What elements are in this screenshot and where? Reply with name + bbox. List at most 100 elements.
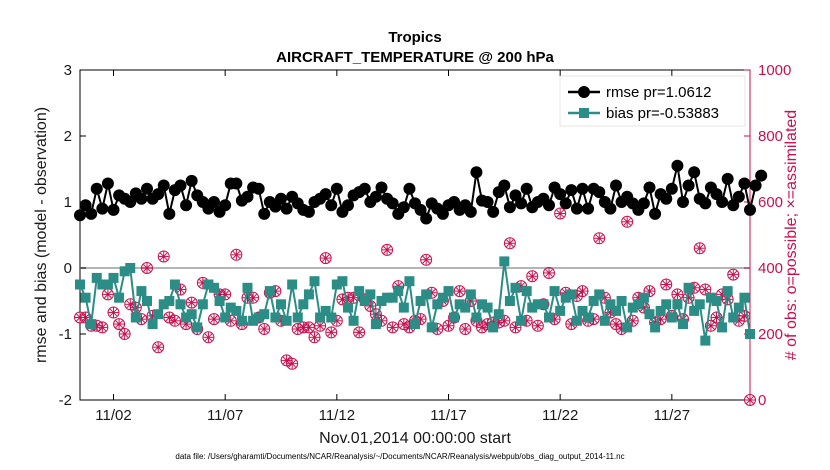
- obs-possible-circle: [381, 243, 394, 256]
- rmse-point: [649, 207, 662, 220]
- obs-possible-circle: [509, 321, 522, 334]
- bias-point: [460, 302, 471, 313]
- obs-possible-circle: [643, 285, 656, 298]
- rmse-point: [554, 188, 567, 201]
- bias-point: [410, 319, 420, 330]
- bias-point: [209, 282, 219, 293]
- rmse-point: [671, 159, 684, 172]
- legend-rmse-marker: [578, 86, 590, 98]
- obs-point: [280, 354, 293, 367]
- rmse-point: [386, 197, 399, 210]
- rmse-point: [677, 196, 689, 208]
- rmse-point: [124, 196, 137, 208]
- bias-point: [666, 312, 677, 323]
- bias-point: [326, 312, 337, 323]
- obs-point: [381, 243, 394, 256]
- bias-point: [566, 289, 577, 300]
- obs-possible-circle: [660, 278, 673, 291]
- bias-point: [175, 299, 186, 310]
- bias-point: [153, 309, 164, 320]
- obs-point: [459, 323, 472, 336]
- rmse-point: [325, 199, 338, 212]
- y-right-tick-label: 200: [758, 326, 783, 343]
- rmse-point: [515, 197, 528, 210]
- obs-point: [157, 250, 170, 263]
- obs-possible-circle: [744, 394, 756, 406]
- obs-possible-circle: [185, 296, 198, 309]
- rmse-point: [576, 182, 589, 195]
- bias-point: [320, 305, 331, 316]
- bias-point: [264, 286, 275, 297]
- obs-possible-circle: [498, 314, 511, 327]
- obs-possible-circle: [168, 314, 181, 327]
- obs-possible-circle: [325, 326, 338, 339]
- x-tick-label: 11/12: [319, 407, 355, 424]
- y-tick-label: 2: [64, 128, 72, 145]
- rmse-point: [90, 182, 103, 195]
- bias-point: [158, 299, 169, 310]
- bias-point: [678, 319, 688, 330]
- y-right-axis-label: # of obs: o=possible; ×=assimilated: [783, 110, 800, 360]
- obs-point: [699, 283, 712, 296]
- rmse-point: [219, 199, 232, 212]
- obs-point: [258, 323, 271, 336]
- y-tick-label: 3: [64, 62, 72, 79]
- obs-point: [526, 270, 539, 283]
- rmse-point: [414, 203, 427, 216]
- obs-possible-circle: [141, 262, 153, 274]
- x-tick-label: 11/17: [430, 407, 466, 424]
- bias-point: [376, 296, 387, 306]
- bias-point: [571, 315, 582, 326]
- rmse-point: [152, 188, 165, 201]
- rmse-point: [85, 207, 98, 220]
- bias-point: [359, 296, 370, 306]
- obs-point: [113, 318, 126, 331]
- rmse-point: [503, 201, 516, 214]
- obs-possible-circle: [621, 215, 634, 228]
- rmse-point: [369, 190, 382, 203]
- bias-point: [538, 299, 549, 310]
- bias-point: [225, 302, 236, 313]
- obs-possible-circle: [699, 283, 712, 296]
- rmse-point: [252, 182, 265, 195]
- bias-point: [638, 292, 649, 303]
- obs-possible-circle: [442, 319, 455, 332]
- bias-point: [555, 305, 566, 316]
- bias-point: [605, 299, 616, 310]
- bias-point: [309, 276, 320, 287]
- y-tick-label: 1: [64, 194, 72, 211]
- bias-point: [527, 302, 538, 313]
- rmse-point: [570, 202, 583, 215]
- bias-point: [114, 292, 125, 303]
- bias-point: [650, 322, 661, 333]
- rmse-point: [185, 174, 198, 187]
- bias-point: [382, 292, 393, 303]
- obs-point: [107, 306, 120, 319]
- obs-possible-circle: [710, 311, 723, 324]
- rmse-point: [665, 182, 678, 195]
- obs-point: [453, 285, 466, 298]
- bias-point: [549, 286, 560, 297]
- obs-possible-circle: [152, 341, 165, 354]
- bias-point: [276, 299, 286, 310]
- obs-point: [325, 326, 338, 339]
- obs-possible-circle: [107, 306, 120, 319]
- bias-point: [482, 302, 493, 313]
- rmse-point: [107, 203, 120, 216]
- rmse-point: [732, 190, 745, 203]
- obs-possible-circle: [157, 250, 170, 263]
- rmse-point: [208, 196, 220, 208]
- rmse-point: [302, 205, 315, 218]
- y-tick-label: -1: [59, 326, 72, 343]
- obs-point: [744, 394, 756, 406]
- bias-point: [387, 292, 398, 303]
- rmse-point: [101, 177, 114, 190]
- bias-point: [599, 315, 610, 326]
- obs-point: [202, 331, 215, 344]
- obs-point: [704, 319, 717, 332]
- bias-point: [164, 296, 175, 306]
- rmse-point: [637, 197, 650, 210]
- obs-point: [420, 253, 433, 266]
- bias-point: [588, 296, 599, 306]
